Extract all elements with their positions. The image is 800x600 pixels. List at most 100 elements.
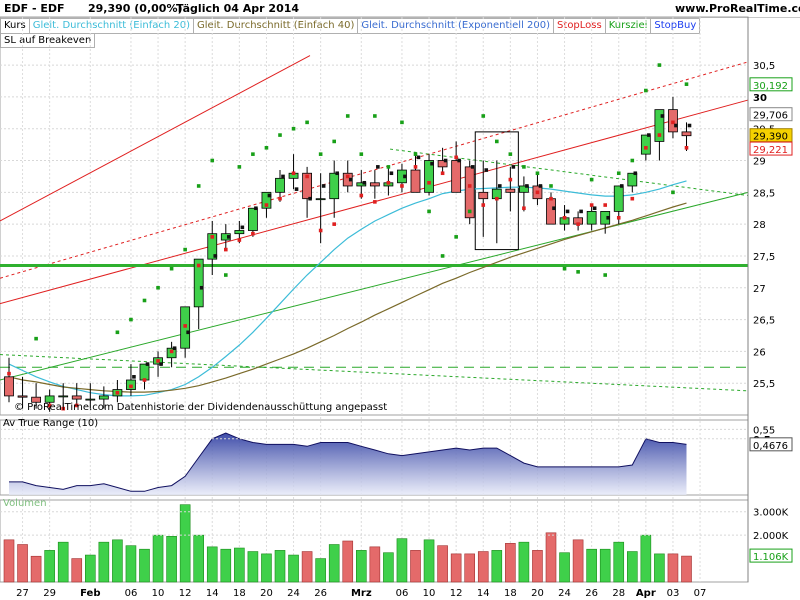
x-tick-label: 07 xyxy=(694,588,707,599)
candle-down xyxy=(464,166,475,219)
price-y-tick: 29 xyxy=(753,157,766,168)
kursziel-dot xyxy=(129,317,133,322)
kursziel-dot xyxy=(440,254,445,258)
stoploss-dot xyxy=(278,196,282,201)
stoploss-dot xyxy=(7,371,11,376)
legend-item[interactable]: Kursziel xyxy=(605,18,652,34)
kursziel-dot xyxy=(142,298,147,303)
volume-bar-up xyxy=(383,552,394,583)
atr-badge-box xyxy=(749,437,793,452)
badge-kursziel-box xyxy=(749,77,793,92)
trend-line-dashed-red xyxy=(0,61,749,279)
legend-item[interactable]: StopLoss xyxy=(554,18,606,34)
volume-bar-down xyxy=(667,553,679,583)
stoploss-dot xyxy=(630,196,635,201)
signal-dots-layer xyxy=(7,63,692,411)
atr-panel xyxy=(0,428,748,495)
volume-bar-up xyxy=(247,551,259,583)
candle-down xyxy=(546,198,556,225)
volume-bar-up xyxy=(57,541,69,583)
x-tick-label: 29 xyxy=(43,588,56,599)
volume-bar-up xyxy=(640,534,652,583)
x-tick-label: 24 xyxy=(558,588,571,599)
kursziel-dot xyxy=(210,158,215,163)
volume-bar-down xyxy=(17,544,28,583)
x-tick-label: 18 xyxy=(504,588,517,599)
stoploss-dot xyxy=(657,133,662,137)
atr-line xyxy=(9,432,687,492)
volume-bar-up xyxy=(125,545,137,583)
x-tick-label: 10 xyxy=(423,588,436,599)
candle-up xyxy=(193,258,204,308)
grid-layer xyxy=(0,16,749,583)
legend-item[interactable]: Gleit. Durchschnitt (Einfach 20) xyxy=(29,18,195,34)
x-tick-label: 06 xyxy=(396,588,409,599)
stopbuy-dot xyxy=(674,123,678,128)
volume-y-tick: 2.000K xyxy=(753,531,789,542)
volume-bar-down xyxy=(572,539,584,583)
volume-bar-down xyxy=(71,558,83,583)
stoploss-dot xyxy=(61,406,65,411)
kursziel-dot xyxy=(224,273,228,277)
stoploss-dot xyxy=(305,174,309,179)
volume-bar-up xyxy=(613,541,625,583)
instrument-name: EDF - EDF xyxy=(4,2,65,15)
candle-up xyxy=(261,191,272,209)
kursziel-dot xyxy=(237,165,242,169)
badge-kursziel: 30,192 xyxy=(753,81,788,92)
x-tick-label: 26 xyxy=(314,588,327,599)
volume-bar-up xyxy=(288,554,299,583)
volume-bar-up xyxy=(654,553,665,583)
stoploss-dot xyxy=(332,222,336,226)
kursziel-dot xyxy=(264,145,269,150)
candle-down xyxy=(17,395,28,398)
candle-up xyxy=(519,185,529,193)
candle-up xyxy=(247,207,258,231)
volume-bar-down xyxy=(30,555,42,583)
candle-down xyxy=(71,395,82,400)
price-y-tick: 27 xyxy=(753,284,766,295)
stopbuy-dot xyxy=(254,206,258,211)
stoploss-dot xyxy=(616,215,621,220)
price-y-tick: 25,5 xyxy=(753,379,775,390)
stoploss-dot xyxy=(495,196,499,201)
price-y-tick: 28,5 xyxy=(753,188,775,199)
price-y-tick: 28 xyxy=(753,220,766,231)
x-tick-label: 27 xyxy=(16,588,29,599)
atr-title: Av True Range (10) xyxy=(3,418,98,429)
ma40-line xyxy=(8,202,687,393)
kursziel-dot xyxy=(481,114,486,118)
atr-y-tick: 0,55 xyxy=(753,425,775,436)
kursziel-dot xyxy=(522,165,526,169)
candle-up xyxy=(207,233,218,260)
kursziel-dot xyxy=(589,177,594,182)
volume-badge-box xyxy=(749,548,793,563)
kursziel-dot xyxy=(115,330,120,335)
atr-badge: 0,4676 xyxy=(753,441,788,452)
highlight-box xyxy=(474,131,519,251)
x-tick-label: 20 xyxy=(260,588,273,599)
volume-bar-up xyxy=(44,550,55,583)
price-y-tick: 26,5 xyxy=(753,316,775,327)
stoploss-dot xyxy=(562,215,567,220)
volume-bar-up xyxy=(626,551,638,583)
watermark-text: © ProRealTime.com Datenhistorie der Divi… xyxy=(14,402,387,413)
kursziel-dot xyxy=(291,126,296,131)
volume-bar-up xyxy=(518,541,530,583)
volume-bar-up xyxy=(491,550,503,583)
kursziel-dot xyxy=(318,152,323,156)
period-label: Täglich 04 Apr 2014 xyxy=(176,2,300,15)
volume-bar-up xyxy=(274,550,286,583)
stopbuy-dot xyxy=(470,165,475,169)
volume-bar-down xyxy=(3,539,15,583)
kursziel-dot xyxy=(156,285,160,290)
legend-item[interactable]: Gleit. Durchschnitt (Einfach 40) xyxy=(194,18,359,34)
trend-line-channel-top xyxy=(0,55,311,222)
volume-bar-up xyxy=(396,538,408,583)
stoploss-dot xyxy=(467,184,472,188)
kursziel-dot xyxy=(508,152,513,156)
volume-bar-up xyxy=(179,504,191,583)
stoploss-dot xyxy=(549,196,553,201)
kursziel-dot xyxy=(278,133,282,137)
